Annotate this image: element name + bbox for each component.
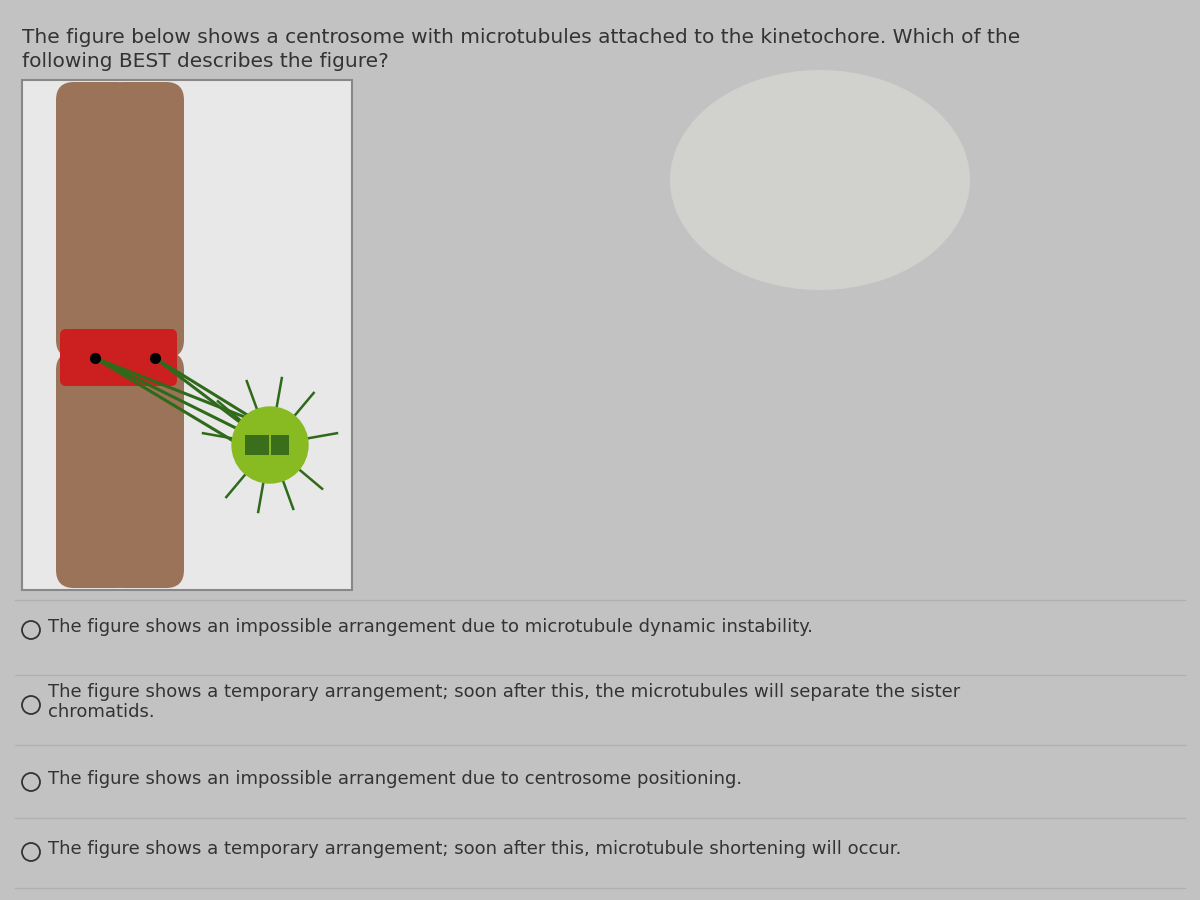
FancyBboxPatch shape	[56, 352, 134, 588]
Text: The figure shows a temporary arrangement; soon after this, the microtubules will: The figure shows a temporary arrangement…	[48, 682, 960, 722]
Circle shape	[232, 407, 308, 483]
Text: The figure shows an impossible arrangement due to centrosome positioning.: The figure shows an impossible arrangeme…	[48, 770, 742, 788]
Text: The figure shows an impossible arrangement due to microtubule dynamic instabilit: The figure shows an impossible arrangeme…	[48, 618, 814, 636]
FancyBboxPatch shape	[245, 435, 269, 455]
FancyBboxPatch shape	[60, 329, 127, 386]
FancyBboxPatch shape	[56, 82, 134, 358]
Text: The figure below shows a centrosome with microtubules attached to the kinetochor: The figure below shows a centrosome with…	[22, 28, 1020, 47]
Text: The figure shows a temporary arrangement; soon after this, microtubule shortenin: The figure shows a temporary arrangement…	[48, 840, 901, 858]
Ellipse shape	[670, 70, 970, 290]
FancyBboxPatch shape	[110, 329, 178, 386]
FancyBboxPatch shape	[106, 82, 184, 358]
FancyBboxPatch shape	[271, 435, 289, 455]
Text: following BEST describes the figure?: following BEST describes the figure?	[22, 52, 389, 71]
FancyBboxPatch shape	[22, 80, 352, 590]
FancyBboxPatch shape	[106, 352, 184, 588]
